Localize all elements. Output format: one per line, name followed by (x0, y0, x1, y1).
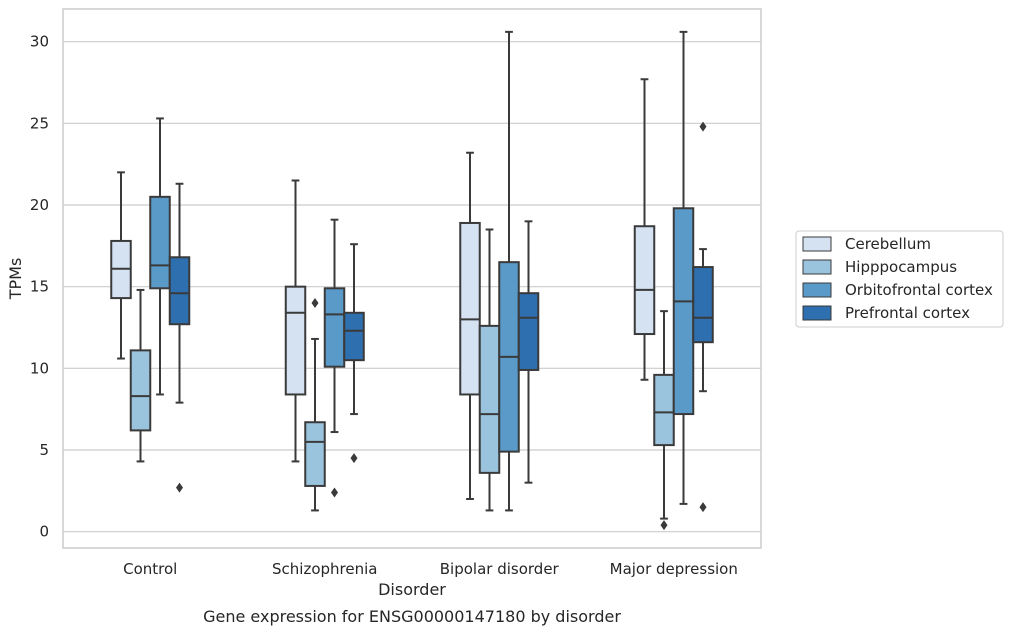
boxes (110, 30, 714, 531)
box-iqr (672, 207, 695, 416)
box-iqr (517, 292, 540, 371)
box-cerebellum (633, 78, 656, 381)
box-prefrontal-cortex (168, 182, 191, 493)
y-tick-label: 5 (39, 441, 49, 459)
outlier-point (311, 298, 319, 308)
legend-frame (795, 230, 1004, 328)
outlier-point (699, 121, 707, 132)
y-axis-ticks: 0 5 10 15 20 25 30 (30, 33, 49, 541)
y-tick-label: 25 (30, 114, 49, 132)
box-prefrontal-cortex (692, 121, 714, 513)
legend-label: Orbitofrontal cortex (845, 281, 993, 299)
chart-title: Gene expression for ENSG00000147180 by d… (203, 607, 621, 626)
legend-label: Cerebellum (845, 235, 931, 253)
box-iqr (168, 256, 191, 326)
box-iqr (129, 349, 152, 432)
outlier-point (350, 453, 358, 464)
box-orbitofrontal-cortex (672, 30, 695, 505)
box-orbitofrontal-cortex (323, 218, 346, 498)
box-iqr (149, 195, 171, 290)
x-tick-label: Control (123, 560, 177, 578)
y-tick-label: 15 (30, 278, 49, 296)
legend-label: Hipppocampus (845, 258, 957, 276)
box-iqr (653, 373, 675, 447)
outlier-point (176, 482, 183, 493)
legend-swatch (802, 259, 832, 275)
box-orbitofrontal-cortex (498, 30, 520, 512)
y-tick-label: 0 (39, 523, 49, 541)
box-hipppocampus (653, 310, 675, 531)
x-tick-label: Major depression (610, 560, 738, 578)
box-cerebellum (459, 151, 481, 500)
legend-swatch (802, 282, 832, 298)
x-axis-label: Disorder (378, 580, 446, 599)
legend-items: Cerebellum Hipppocampus Orbitofrontal cort… (802, 235, 993, 322)
x-axis-ticks: Control Schizophrenia Bipolar disorder Majo… (123, 560, 738, 578)
legend-label: Prefrontal cortex (845, 304, 970, 322)
x-tick-label: Bipolar disorder (440, 560, 560, 578)
box-hipppocampus (129, 288, 152, 463)
box-iqr (633, 225, 656, 336)
legend: Cerebellum Hipppocampus Orbitofrontal cort… (795, 230, 1004, 328)
box-iqr (323, 287, 346, 368)
outlier-point (699, 502, 707, 513)
box-iqr (478, 324, 501, 474)
box-iqr (304, 421, 326, 487)
box-hipppocampus (304, 298, 326, 512)
y-tick-label: 20 (30, 196, 49, 214)
outlier-point (660, 520, 668, 531)
legend-swatch (802, 236, 832, 252)
outlier-point (331, 487, 338, 498)
box-iqr (692, 266, 714, 344)
box-cerebellum (284, 179, 307, 463)
box-iqr (284, 285, 307, 396)
legend-swatch (802, 305, 832, 321)
plot-frame (62, 8, 762, 549)
box-prefrontal-cortex (343, 243, 365, 464)
x-tick-label: Schizophrenia (272, 560, 377, 578)
box-iqr (343, 311, 365, 362)
y-tick-label: 30 (30, 33, 49, 51)
box-iqr (459, 221, 481, 396)
y-axis-label: TPMs (6, 258, 25, 301)
box-orbitofrontal-cortex (149, 117, 171, 396)
y-tick-label: 10 (30, 359, 49, 377)
box-cerebellum (110, 171, 132, 360)
box-hipppocampus (478, 228, 501, 512)
box-prefrontal-cortex (517, 220, 540, 484)
